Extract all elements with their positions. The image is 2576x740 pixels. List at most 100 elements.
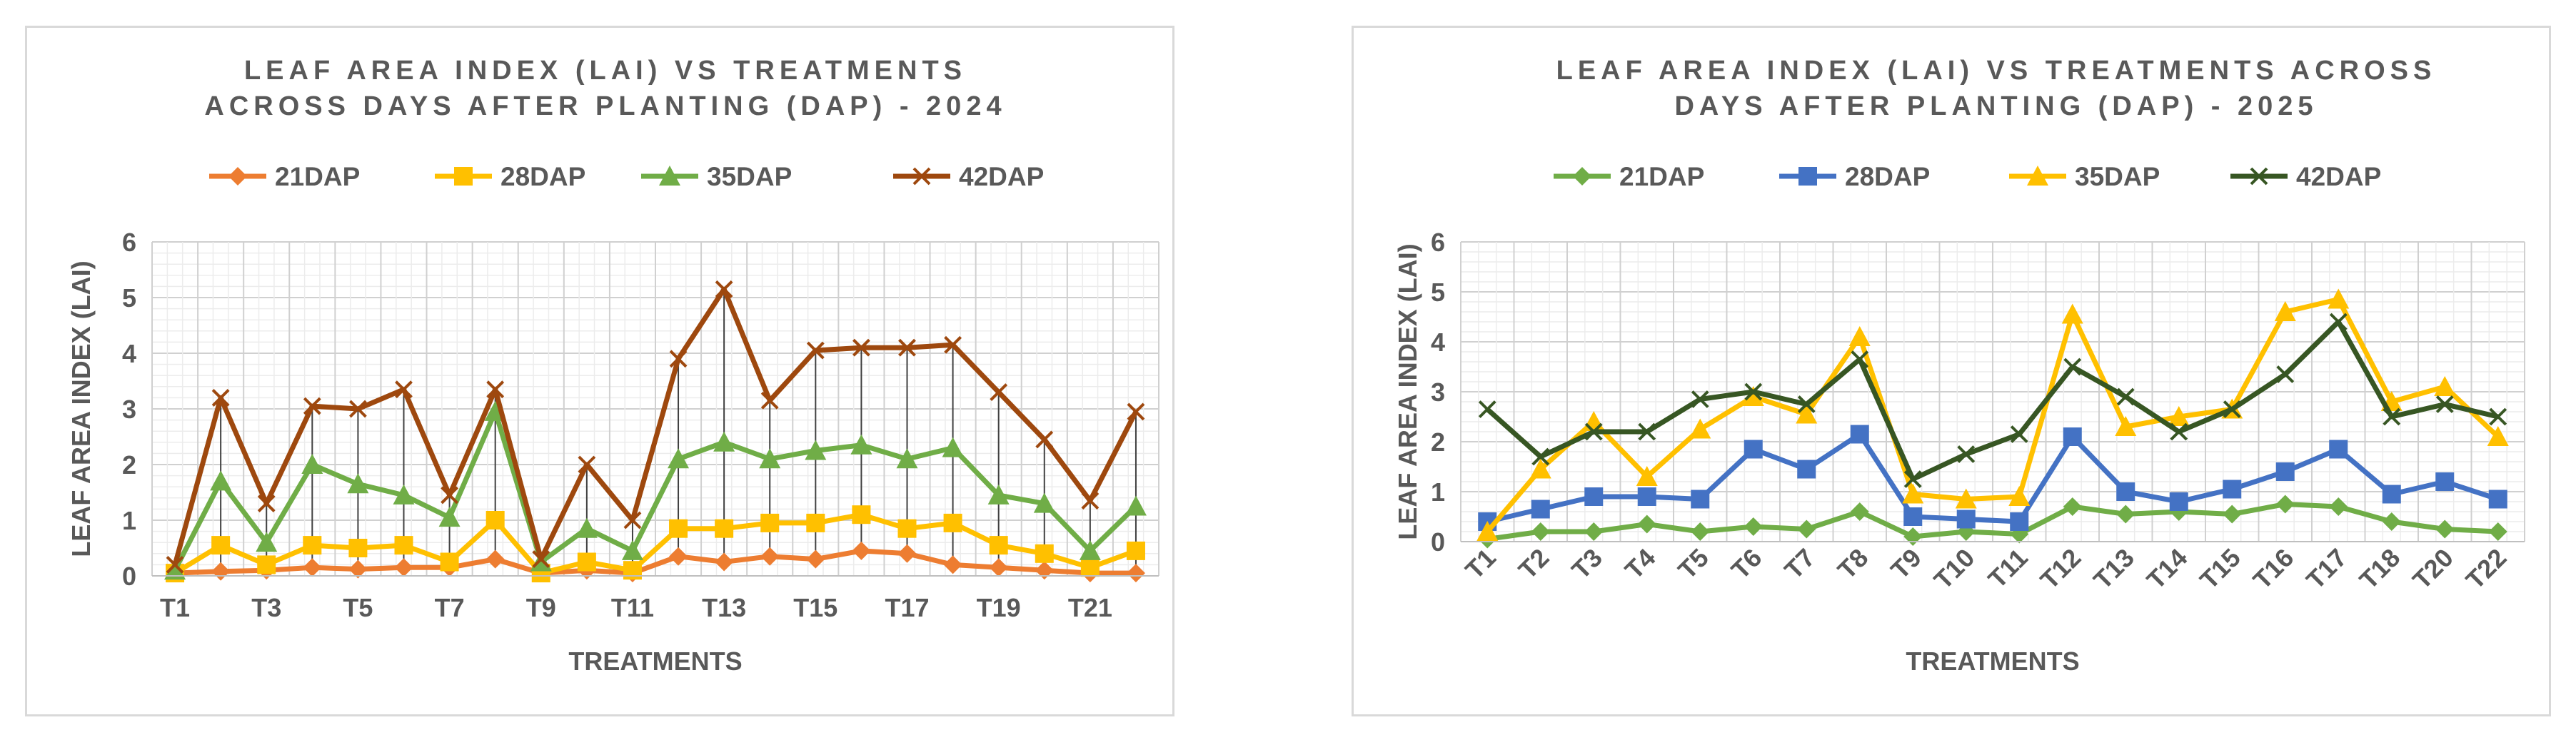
data-point bbox=[1851, 350, 1869, 368]
legend-item: 21DAP bbox=[209, 162, 360, 191]
x-axis-title: TREATMENTS bbox=[1906, 647, 2079, 676]
data-point bbox=[2489, 407, 2507, 426]
data-point bbox=[1957, 445, 1976, 463]
data-point bbox=[394, 536, 413, 555]
data-point bbox=[760, 513, 780, 532]
x-tick-label: T6 bbox=[1726, 543, 1768, 585]
series-line bbox=[173, 512, 1137, 576]
series-35DAP bbox=[1476, 288, 2509, 541]
data-point bbox=[1955, 488, 1977, 509]
chart-title-line: DAYS AFTER PLANTING (DAP) - 2025 bbox=[1674, 91, 2318, 121]
data-point bbox=[942, 437, 964, 457]
data-point bbox=[760, 391, 779, 410]
legend-item: 35DAP bbox=[2009, 162, 2160, 191]
data-point bbox=[943, 513, 962, 532]
data-point bbox=[2116, 482, 2135, 501]
data-point bbox=[1902, 483, 1924, 504]
data-point bbox=[1850, 425, 1869, 444]
data-point bbox=[393, 484, 415, 505]
x-tick-label: T20 bbox=[2407, 543, 2459, 595]
data-point bbox=[1035, 544, 1054, 563]
data-point bbox=[486, 380, 505, 399]
data-point bbox=[256, 532, 278, 552]
x-tick-label: T10 bbox=[1928, 543, 1981, 595]
x-tick-label: T17 bbox=[885, 593, 929, 622]
series-line bbox=[172, 286, 1139, 566]
data-point bbox=[2435, 472, 2455, 491]
data-point bbox=[1797, 460, 1816, 479]
data-point bbox=[898, 338, 916, 357]
chart-panel-2024: LEAF AREA INDEX (LAI) VS TREATMENTS ACROS… bbox=[25, 26, 1174, 716]
data-point bbox=[1584, 487, 1604, 506]
legend-item: 21DAP bbox=[1554, 162, 1704, 191]
data-point bbox=[1033, 492, 1055, 513]
series-28DAP bbox=[1478, 425, 2507, 531]
data-point bbox=[806, 341, 825, 360]
data-point bbox=[1742, 386, 1764, 406]
data-point bbox=[2115, 416, 2137, 436]
y-axis-title: LEAF AREA INDEX (LAI) bbox=[66, 260, 96, 557]
data-point bbox=[485, 549, 505, 569]
legend-item: 42DAP bbox=[2230, 162, 2381, 191]
data-point bbox=[1850, 502, 1869, 521]
x-tick-label: T21 bbox=[1068, 593, 1112, 622]
data-point bbox=[211, 388, 230, 407]
data-point bbox=[806, 513, 825, 532]
x-axis-title: TREATMENTS bbox=[568, 647, 742, 676]
legend-marker bbox=[659, 166, 680, 186]
data-point bbox=[1079, 539, 1101, 560]
y-axis-title: LEAF AREA INDEX (LAI) bbox=[1393, 243, 1422, 539]
lai-chart-2025: LEAF AREA INDEX (LAI) VS TREATMENTS ACRO… bbox=[1393, 56, 2525, 676]
x-tick-label: T5 bbox=[343, 593, 373, 622]
data-point bbox=[2488, 522, 2507, 541]
data-point bbox=[806, 549, 825, 569]
legend-marker bbox=[1798, 167, 1817, 186]
data-point bbox=[164, 559, 186, 580]
series-line bbox=[1485, 319, 2499, 482]
data-point bbox=[1476, 521, 1499, 541]
data-point bbox=[2487, 426, 2509, 446]
series-21DAP bbox=[1478, 495, 2507, 549]
data-point bbox=[1529, 458, 1551, 479]
data-point bbox=[897, 519, 917, 538]
legend-marker bbox=[2027, 166, 2048, 186]
data-point bbox=[1035, 561, 1054, 580]
legend-label: 35DAP bbox=[2075, 162, 2160, 191]
data-point bbox=[2116, 505, 2135, 524]
data-point bbox=[669, 519, 688, 538]
data-point bbox=[2276, 365, 2295, 383]
legend-label: 42DAP bbox=[2296, 162, 2381, 191]
legend-marker bbox=[228, 167, 247, 186]
legend-label: 21DAP bbox=[275, 162, 360, 191]
data-point bbox=[2329, 497, 2348, 516]
data-point bbox=[347, 473, 369, 494]
data-point bbox=[2063, 358, 2082, 376]
legend-marker bbox=[2250, 167, 2268, 186]
series-28DAP bbox=[166, 505, 1145, 583]
series-42DAP bbox=[1478, 313, 2507, 488]
chart-title-line: ACROSS DAYS AFTER PLANTING (DAP) - 2024 bbox=[204, 91, 1006, 121]
data-point bbox=[1903, 470, 1922, 488]
data-point bbox=[989, 536, 1008, 555]
data-point bbox=[2010, 425, 2028, 443]
y-tick-label: 3 bbox=[1431, 377, 1445, 407]
legend-marker bbox=[454, 167, 473, 186]
lai-chart-2024: LEAF AREA INDEX (LAI) VS TREATMENTS ACROS… bbox=[66, 56, 1159, 676]
data-point bbox=[944, 335, 962, 354]
x-tick-label: T11 bbox=[611, 593, 654, 622]
y-tick-label: 1 bbox=[122, 506, 136, 535]
legend-item: 28DAP bbox=[435, 162, 585, 191]
data-point bbox=[987, 484, 1010, 505]
x-tick-label: T15 bbox=[793, 593, 837, 622]
x-tick-label: T19 bbox=[977, 593, 1021, 622]
data-point bbox=[668, 448, 690, 469]
y-tick-label: 0 bbox=[1431, 527, 1445, 557]
x-tick-label: T13 bbox=[702, 593, 746, 622]
data-point bbox=[2329, 313, 2348, 331]
y-tick-label: 2 bbox=[1431, 427, 1445, 457]
data-point bbox=[1797, 519, 1816, 539]
legend-label: 21DAP bbox=[1619, 162, 1704, 191]
y-tick-label: 2 bbox=[122, 450, 136, 480]
series-line bbox=[1486, 502, 2498, 542]
legend-item: 28DAP bbox=[1779, 162, 1930, 191]
